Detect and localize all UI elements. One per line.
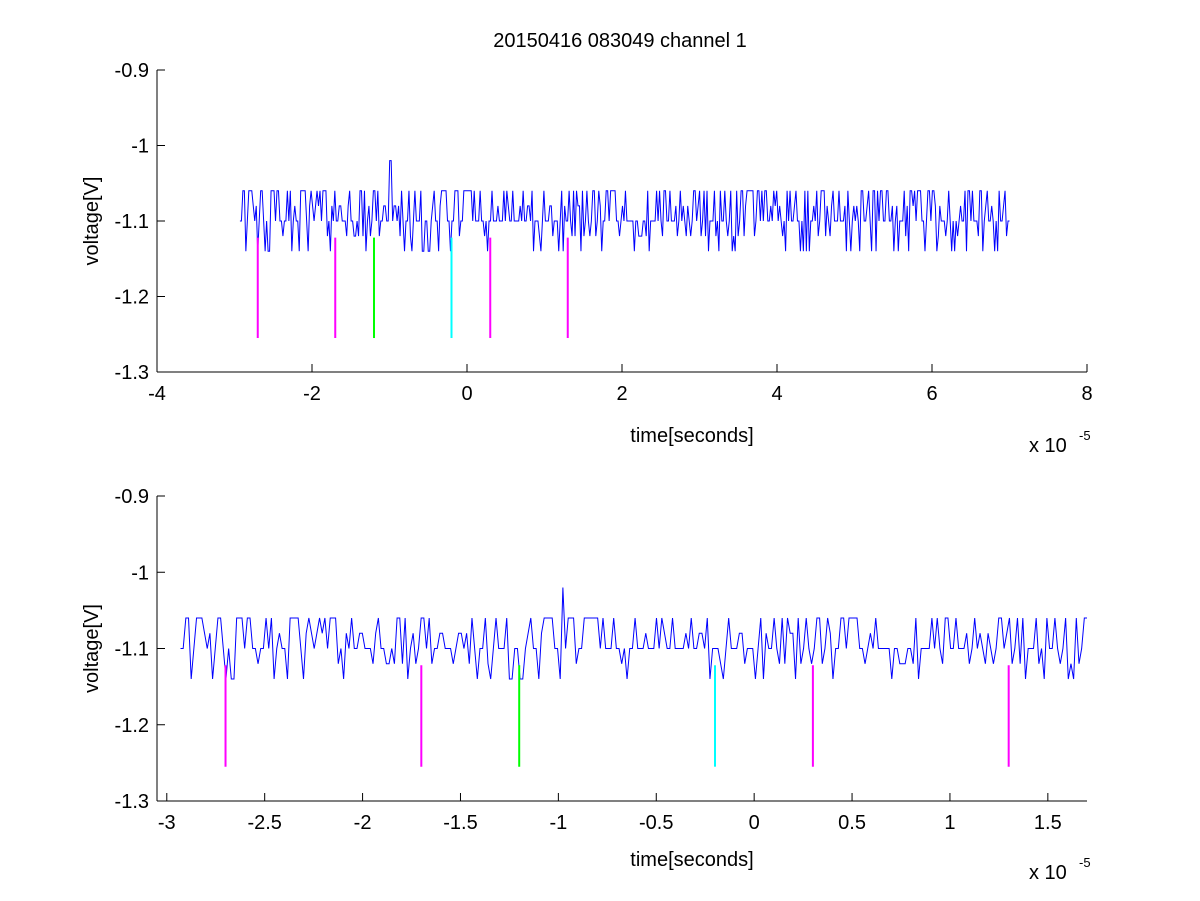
x-exponent-superscript: -5 [1079, 428, 1091, 443]
x-tick-label: 2 [616, 383, 627, 405]
x-tick-label: 0 [749, 812, 760, 834]
x-exponent-superscript: -5 [1079, 855, 1091, 870]
y-tick-label: -1 [131, 562, 149, 584]
x-tick-label: 1 [944, 812, 955, 834]
x-tick-label: -3 [158, 812, 176, 834]
x-tick-label: 8 [1081, 383, 1092, 405]
x-axis-label: time[seconds] [630, 849, 753, 871]
x-tick-label: -4 [148, 383, 166, 405]
x-exponent-label: x 10 [1029, 862, 1067, 884]
signal-trace [239, 160, 1010, 252]
x-tick-label: -2 [303, 383, 321, 405]
y-tick-label: -1.2 [115, 715, 149, 737]
x-exponent-label: x 10 [1029, 435, 1067, 457]
y-axis-label: voltage[V] [81, 177, 103, 266]
figure-title: 20150416 083049 channel 1 [493, 30, 747, 52]
y-axis-label: voltage[V] [81, 604, 103, 693]
plot-full-range: -4 -2 0 2 4 6 8 -0.9 -1 -1.1 -1.2 -1.3 time[seconds]… [81, 60, 1093, 457]
x-tick-label: -1.5 [443, 812, 477, 834]
y-tick-label: -1.3 [115, 362, 149, 384]
x-tick-label: 4 [771, 383, 782, 405]
x-tick-label: 6 [926, 383, 937, 405]
x-tick-label: 0 [461, 383, 472, 405]
x-axis-label: time[seconds] [630, 425, 753, 447]
plot-zoomed-range: -3 -2.5 -2 -1.5 -1 -0.5 0 0.5 1 1.5 -0.9 -1 -1.1 -1.2… [81, 486, 1091, 884]
y-tick-label: -1 [131, 136, 149, 158]
x-tick-label: -2 [354, 812, 372, 834]
y-tick-label: -0.9 [115, 60, 149, 82]
x-tick-label: -2.5 [247, 812, 281, 834]
y-tick-label: -0.9 [115, 486, 149, 508]
x-tick-label: -1 [549, 812, 567, 834]
y-tick-label: -1.1 [115, 211, 149, 233]
signal-trace [180, 587, 1087, 680]
y-tick-label: -1.2 [115, 287, 149, 309]
x-tick-label: -0.5 [639, 812, 673, 834]
y-tick-label: -1.3 [115, 791, 149, 813]
x-tick-label: 0.5 [838, 812, 866, 834]
y-tick-label: -1.1 [115, 639, 149, 661]
x-tick-label: 1.5 [1034, 812, 1062, 834]
